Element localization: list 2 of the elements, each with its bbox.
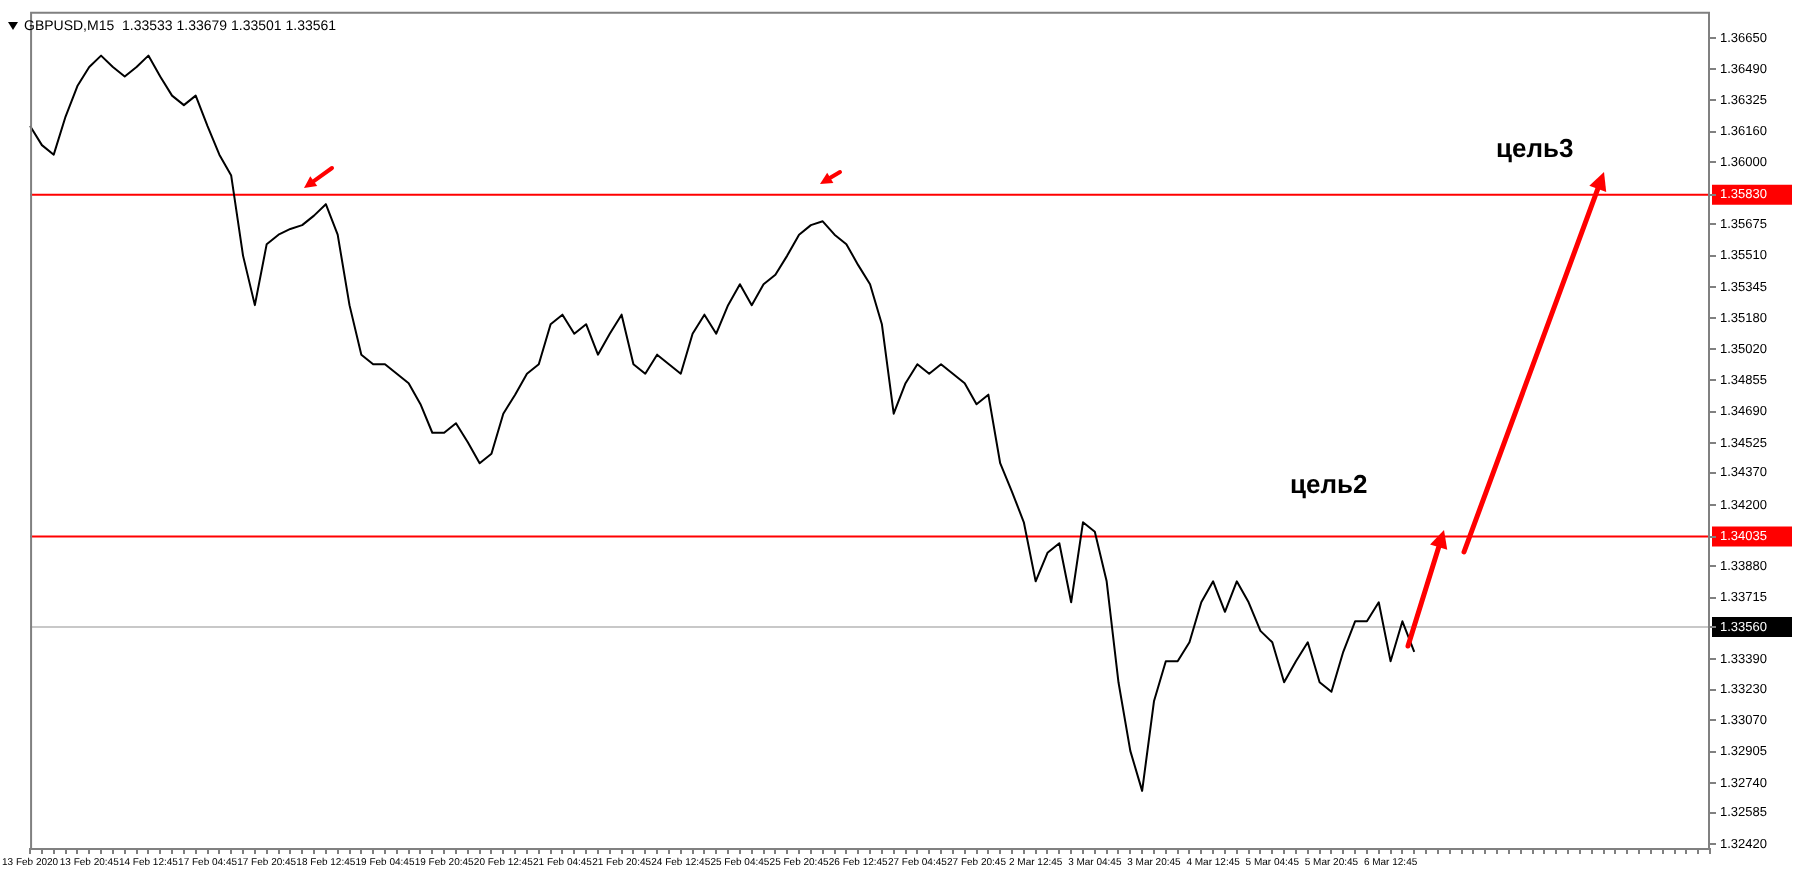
annotation: цель2 bbox=[1290, 469, 1368, 500]
annotation: цель3 bbox=[1496, 133, 1574, 164]
